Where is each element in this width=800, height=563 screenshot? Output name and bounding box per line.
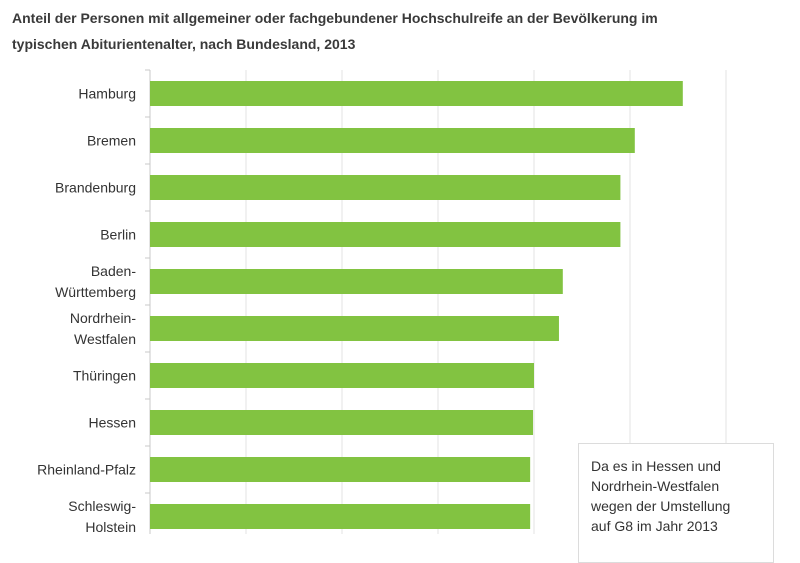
bar-9	[150, 504, 531, 529]
chart-title-line-2: typischen Abiturientenalter, nach Bundes…	[12, 36, 356, 52]
bar-1	[150, 128, 635, 153]
category-label-7: Hessen	[89, 415, 136, 431]
chart-title-line-1: Anteil der Personen mit allgemeiner oder…	[12, 10, 658, 26]
category-label-6: Thüringen	[73, 368, 136, 384]
bar-3	[150, 222, 621, 247]
annotation-box: Da es in Hessen und Nordrhein-Westfalen …	[578, 443, 774, 563]
annotation-line-1: Da es in Hessen und	[591, 458, 721, 474]
bar-6	[150, 363, 534, 388]
category-label-2: Brandenburg	[55, 180, 136, 196]
bar-7	[150, 410, 534, 435]
bar-5	[150, 316, 559, 341]
category-label-5: Nordrhein-Westfalen	[70, 310, 136, 347]
annotation-line-3: wegen der Umstellung	[591, 498, 731, 514]
category-label-9: Schleswig-Holstein	[68, 498, 136, 534]
annotation-line-4: auf G8 im Jahr 2013	[591, 518, 718, 534]
annotation-line-2: Nordrhein-Westfalen	[591, 478, 720, 494]
category-label-4: Baden-Württemberg	[55, 263, 136, 300]
bar-0	[150, 81, 683, 106]
bar-8	[150, 457, 531, 482]
category-label-3: Berlin	[100, 227, 136, 243]
category-label-0: Hamburg	[78, 86, 136, 102]
category-label-1: Bremen	[87, 133, 136, 149]
bar-2	[150, 175, 621, 200]
chart-title: Anteil der Personen mit allgemeiner oder…	[12, 5, 772, 57]
bar-chart: Hamburg Bremen Brandenburg Berlin Baden-Würt…	[37, 69, 727, 534]
bar-4	[150, 269, 563, 294]
category-label-8: Rheinland-Pfalz	[37, 462, 136, 478]
